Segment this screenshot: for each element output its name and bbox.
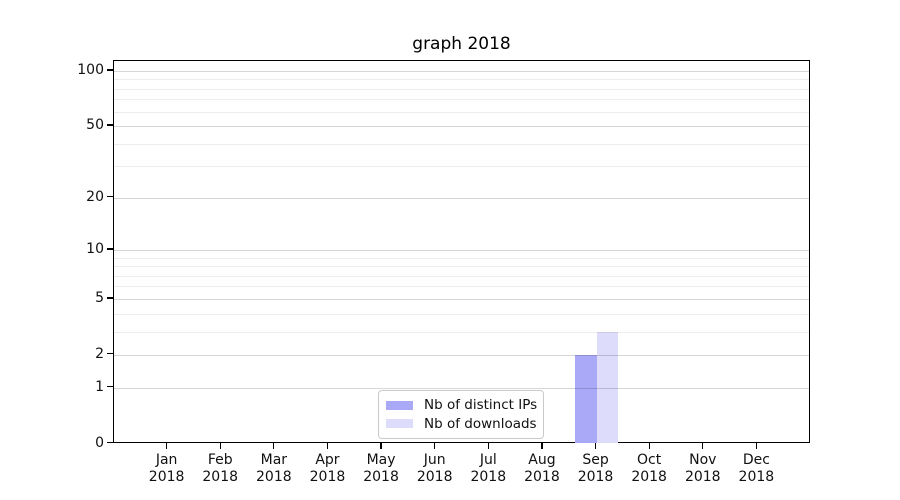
legend-swatch-distinct-ips [386,400,413,410]
y-tick-mark-100 [107,69,113,71]
y-tick-label-2: 2 [95,345,104,362]
gridline-major-5 [114,298,809,300]
y-tick-mark-1 [107,385,113,388]
y-tick-label-1: 1 [95,378,104,395]
gridline-major-50 [114,126,809,128]
gridline-major-100 [114,70,809,72]
y-tick-label-5: 5 [95,289,104,306]
y-tick-label-50: 50 [86,117,104,134]
x-tick-mark-jun-2018 [434,442,436,449]
gridline-minor-8 [114,266,809,268]
gridline-minor-60 [114,111,809,113]
x-tick-mark-jul-2018 [487,442,489,449]
x-tick-label-jul-2018: Jul 2018 [470,451,507,486]
x-tick-label-feb-2018: Feb 2018 [202,451,239,486]
y-tick-mark-5 [107,297,113,299]
gridline-minor-9 [114,257,809,259]
gridline-minor-3 [114,331,809,333]
x-tick-mark-aug-2018 [541,442,543,449]
y-tick-mark-20 [107,196,113,198]
x-tick-mark-dec-2018 [755,442,758,449]
y-tick-mark-0 [107,441,113,444]
y-tick-mark-10 [107,248,113,250]
gridline-minor-40 [114,143,809,145]
x-tick-label-apr-2018: Apr 2018 [309,451,346,486]
x-tick-mark-apr-2018 [326,442,329,449]
x-tick-label-oct-2018: Oct 2018 [631,451,667,486]
gridline-major-1 [114,387,809,389]
gridline-minor-90 [114,79,809,81]
chart-title: graph 2018 [412,34,511,54]
x-tick-label-may-2018: May 2018 [363,451,399,486]
y-tick-label-20: 20 [86,188,104,205]
gridline-minor-6 [114,286,809,288]
gridline-minor-80 [114,88,809,90]
gridline-major-20 [114,197,809,199]
gridline-minor-70 [114,99,809,101]
y-tick-label-100: 100 [77,61,104,78]
gridline-minor-4 [114,313,809,315]
legend-item-distinct-ips: Nb of distinct IPs [386,396,538,415]
bar-nb-of-downloads-sep-2018 [596,331,618,444]
legend-label-distinct-ips: Nb of distinct IPs [424,397,538,414]
y-tick-label-0: 0 [95,434,104,451]
y-tick-label-10: 10 [86,240,104,257]
bar-nb-of-distinct-ips-sep-2018 [575,354,597,444]
legend-item-downloads: Nb of downloads [386,415,537,434]
legend-label-downloads: Nb of downloads [424,415,537,432]
x-tick-mark-nov-2018 [702,442,704,449]
plot-area [113,59,810,444]
x-tick-mark-mar-2018 [273,442,275,449]
x-tick-label-mar-2018: Mar 2018 [256,451,292,486]
x-tick-mark-feb-2018 [219,442,221,449]
x-tick-mark-oct-2018 [648,442,650,449]
legend-swatch-downloads [386,419,413,429]
gridline-minor-7 [114,275,809,277]
x-tick-mark-jan-2018 [165,442,168,449]
x-tick-label-dec-2018: Dec 2018 [738,451,775,486]
x-tick-label-sep-2018: Sep 2018 [577,451,614,486]
legend: Nb of distinct IPs Nb of downloads [378,390,544,439]
gridline-major-10 [114,249,809,251]
gridline-major-2 [114,354,809,356]
gridline-minor-30 [114,166,809,168]
x-tick-mark-sep-2018 [594,442,597,449]
x-tick-label-jun-2018: Jun 2018 [416,451,453,486]
y-tick-mark-50 [107,124,113,126]
y-tick-mark-2 [107,353,113,355]
x-tick-mark-may-2018 [380,442,382,449]
x-tick-label-aug-2018: Aug 2018 [524,451,560,486]
x-tick-label-jan-2018: Jan 2018 [148,451,185,486]
x-tick-label-nov-2018: Nov 2018 [684,451,721,486]
